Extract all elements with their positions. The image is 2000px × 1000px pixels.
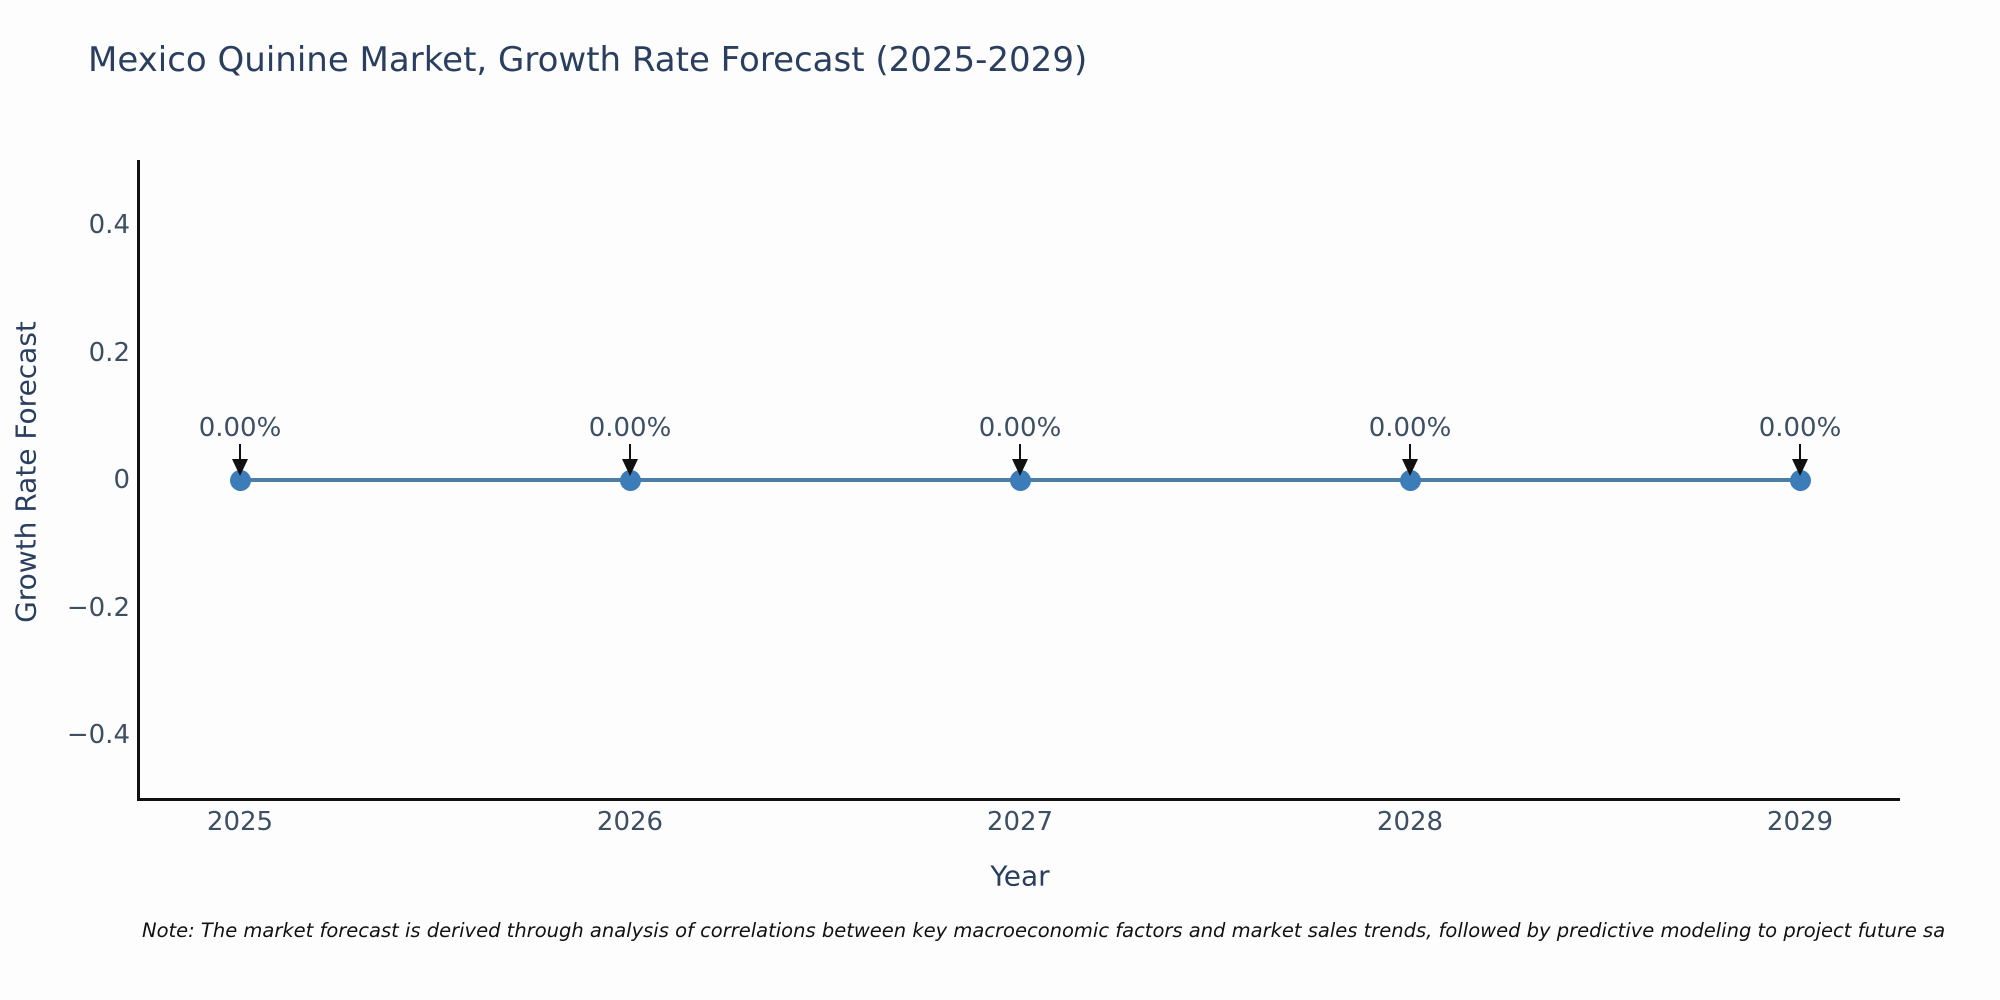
data-point-label: 0.00% (978, 413, 1062, 443)
x-tick-label: 2028 (1376, 807, 1444, 837)
annotation-arrow-head-icon (232, 459, 248, 476)
y-tick-label: 0.4 (88, 210, 130, 240)
annotation-arrow-head-icon (1402, 459, 1418, 476)
annotation-arrow-head-icon (1792, 459, 1808, 476)
y-axis-line (137, 160, 140, 801)
annotation-arrow-stem (1019, 444, 1021, 461)
x-tick-label: 2026 (596, 807, 664, 837)
data-point-label: 0.00% (198, 413, 282, 443)
data-point-label: 0.00% (1758, 413, 1842, 443)
annotation-arrow-stem (1799, 444, 1801, 461)
x-tick-label: 2029 (1766, 807, 1834, 837)
data-point-label: 0.00% (1368, 413, 1452, 443)
annotation-arrow-stem (1409, 444, 1411, 461)
x-tick-label: 2027 (986, 807, 1054, 837)
x-axis-line (137, 798, 1900, 801)
y-tick-label: 0 (113, 465, 130, 495)
annotation-arrow-head-icon (1012, 459, 1028, 476)
annotation-arrow-head-icon (622, 459, 638, 476)
y-tick-label: −0.2 (66, 592, 130, 623)
x-tick-label: 2025 (206, 807, 274, 837)
footnote: Note: The market forecast is derived thr… (142, 919, 1946, 942)
y-tick-label: −0.4 (66, 720, 130, 750)
x-axis-title: Year (990, 859, 1050, 893)
annotation-arrow-stem (239, 444, 241, 461)
y-tick-label: 0.2 (88, 337, 130, 368)
data-point-label: 0.00% (588, 413, 672, 443)
annotation-arrow-stem (629, 444, 631, 461)
chart-title: Mexico Quinine Market, Growth Rate Forec… (88, 40, 1088, 80)
